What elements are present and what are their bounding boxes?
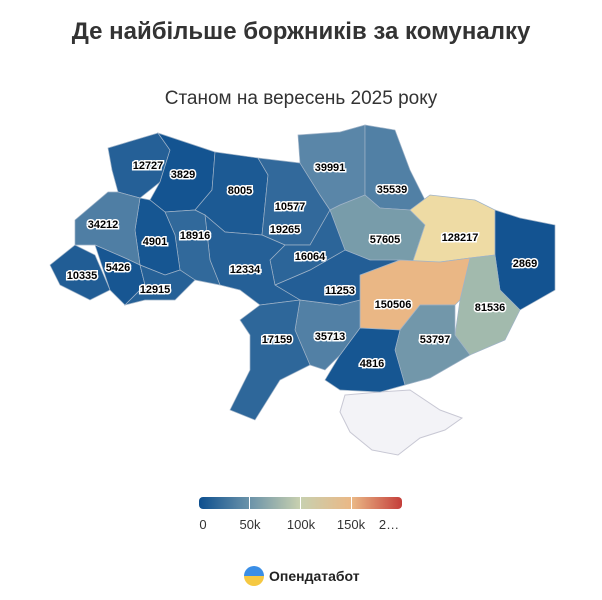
region-value-label: 35713	[315, 331, 346, 343]
region-value-label: 3829	[171, 169, 195, 181]
chart-title: Де найбільше боржників за комуналку	[71, 18, 531, 45]
region-value-label: 128217	[442, 232, 479, 244]
legend-tick: 150k	[336, 517, 366, 532]
region-value-label: 150506	[375, 299, 412, 311]
region-value-label: 17159	[262, 334, 293, 346]
region-crimea	[339, 389, 464, 456]
region-value-label: 57605	[370, 234, 401, 246]
region-value-label: 12727	[133, 160, 164, 172]
region-value-label: 81536	[475, 302, 506, 314]
legend-tick: 100k	[286, 517, 316, 532]
region-value-label: 12915	[140, 284, 171, 296]
region-value-label: 19265	[270, 224, 301, 236]
region-lviv[interactable]	[74, 191, 141, 266]
region-chernivtsi[interactable]	[123, 264, 196, 306]
color-scale-legend	[199, 497, 402, 509]
brand-logo[interactable]: Опендатабот	[244, 566, 360, 586]
region-value-label: 10577	[275, 201, 306, 213]
region-value-label: 8005	[228, 185, 252, 197]
region-value-label: 5426	[106, 262, 130, 274]
chart-subtitle: Станом на вересень 2025 року	[164, 88, 438, 109]
region-odesa[interactable]	[229, 299, 311, 421]
region-value-label: 4901	[143, 236, 167, 248]
region-value-label: 12334	[230, 264, 261, 276]
region-value-label: 16064	[295, 251, 326, 263]
brand-name: Опендатабот	[269, 568, 360, 584]
legend-segment	[301, 497, 352, 509]
region-value-label: 4816	[360, 358, 384, 370]
region-value-label: 35539	[377, 184, 408, 196]
region-kherson[interactable]	[324, 327, 406, 393]
legend-segment	[199, 497, 250, 509]
legend-tick: 2…	[378, 517, 400, 532]
region-value-label: 18916	[180, 230, 211, 242]
region-value-label: 11253	[325, 285, 355, 297]
region-donetsk[interactable]	[454, 254, 521, 356]
legend-tick: 50k	[239, 517, 261, 532]
region-value-label: 39991	[315, 162, 346, 174]
legend-segment	[352, 497, 402, 509]
region-value-label: 53797	[420, 334, 451, 346]
opendatabot-logo-icon	[244, 566, 264, 586]
region-value-label: 10335	[67, 270, 98, 282]
region-value-label: 34212	[88, 219, 119, 231]
region-value-label: 2869	[513, 258, 537, 270]
legend-tick: 0	[199, 517, 207, 532]
region-sumy[interactable]	[364, 124, 426, 211]
legend-segment	[250, 497, 301, 509]
